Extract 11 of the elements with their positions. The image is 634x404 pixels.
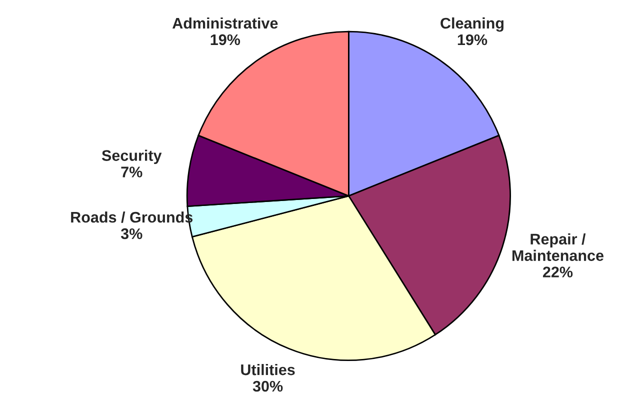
data-label: 7% (121, 166, 142, 178)
data-label: 30% (252, 380, 283, 392)
slice-label: Administrative (172, 17, 278, 29)
data-label: 22% (542, 266, 573, 278)
data-label: 19% (458, 34, 488, 46)
slice-label: Security (102, 150, 162, 164)
slice-label: Cleaning (440, 17, 504, 32)
slice-label: Repair / Maintenance (512, 233, 604, 261)
data-label: 3% (120, 228, 142, 240)
slice-label: Utilities (241, 364, 295, 376)
data-label: 19% (210, 34, 240, 46)
